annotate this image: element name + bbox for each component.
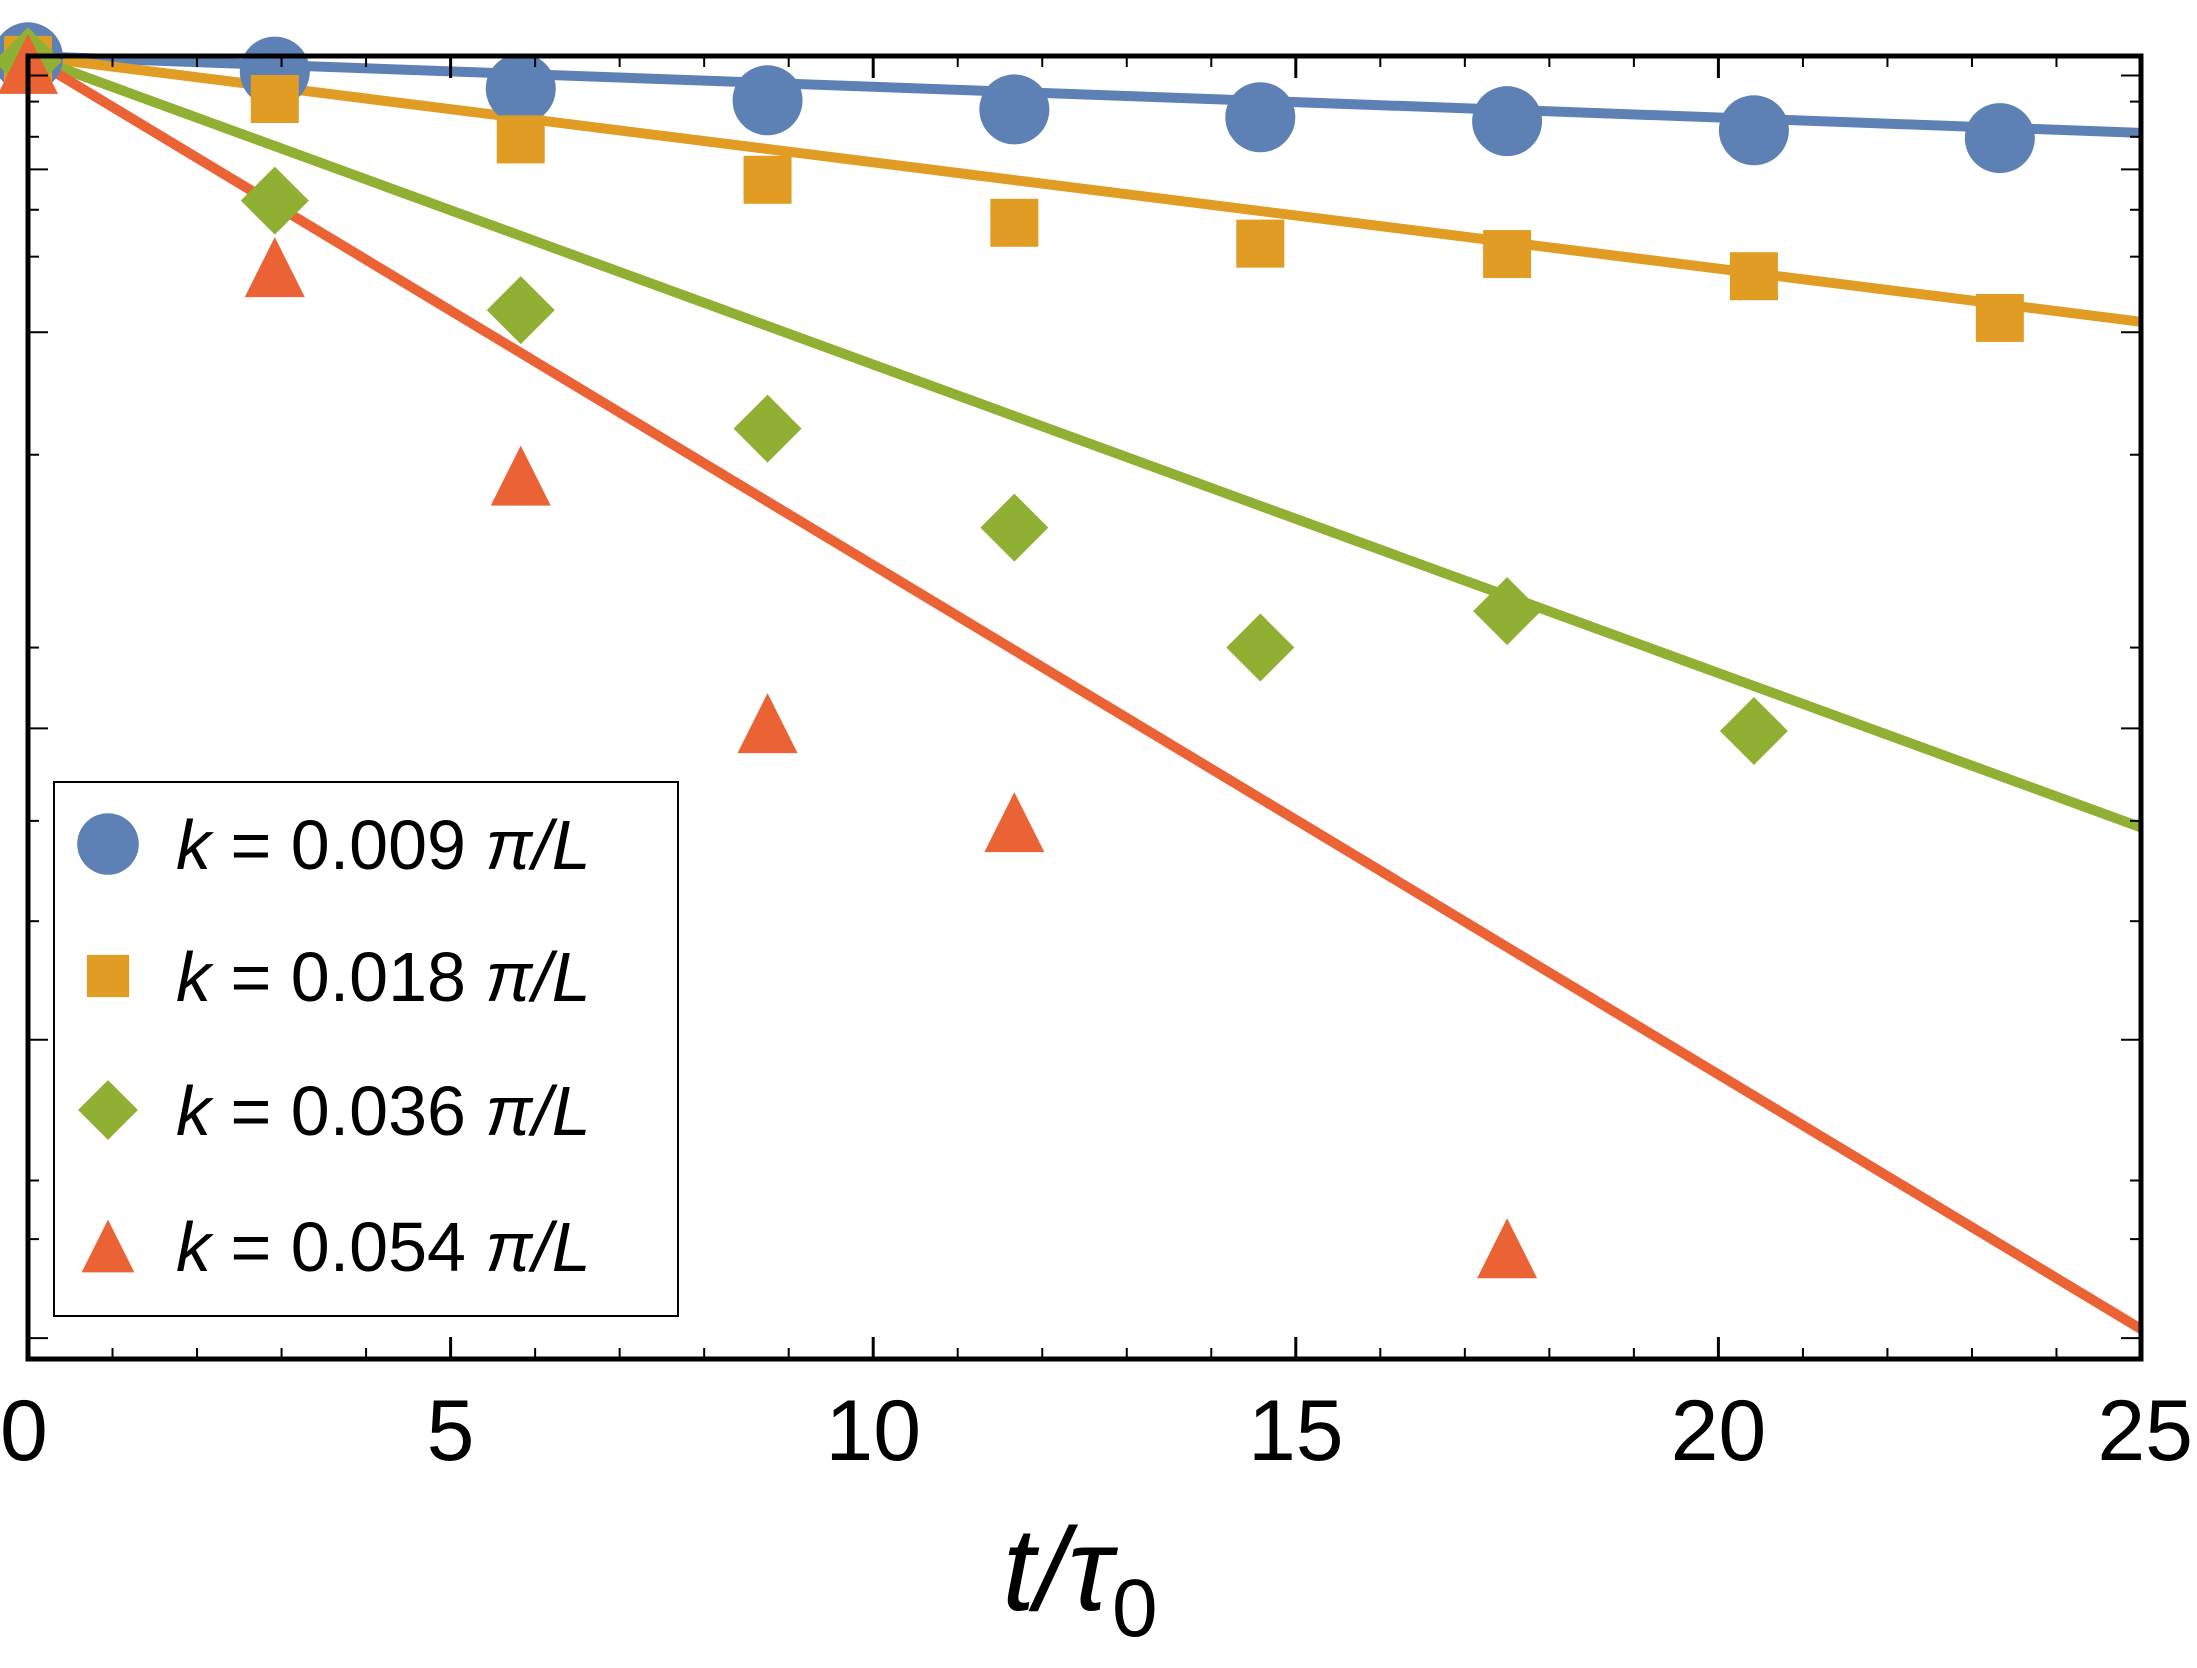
data-point-series-2 [1975, 293, 2024, 342]
data-point-series-3 [240, 166, 309, 235]
data-point-series-4 [737, 693, 798, 754]
legend-label: k = 0.054 π/L [176, 1208, 591, 1286]
x-tick-label: 10 [825, 1383, 921, 1479]
data-point-series-4 [984, 792, 1045, 853]
legend-label: k = 0.036 π/L [176, 1072, 591, 1150]
x-tick-label: 25 [2097, 1383, 2193, 1479]
data-point-series-4 [244, 237, 305, 298]
fit-line-series-1 [27, 51, 2142, 138]
data-point-series-2 [1729, 252, 1778, 301]
data-markers [0, 22, 2035, 1279]
data-point-series-2 [990, 198, 1039, 247]
x-tick-labels: 0 5 10 15 20 25 [0, 1383, 2193, 1479]
legend-marker-triangle [81, 1219, 135, 1273]
legend: k = 0.009 π/L k = 0.018 π/L k = 0.036 π/L k… [53, 781, 679, 1317]
data-point-series-3 [1719, 696, 1788, 765]
data-point-series-2 [496, 115, 545, 164]
legend-frame [53, 781, 679, 1317]
x-tick-label: 0 [0, 1383, 48, 1479]
data-point-series-4 [1477, 1218, 1538, 1279]
data-point-series-1 [979, 74, 1050, 145]
axis-ticks [26, 56, 2143, 1359]
data-point-series-1 [732, 65, 803, 136]
x-axis-label: t/τ0 [1002, 1504, 1157, 1654]
data-point-series-3 [733, 394, 802, 463]
fit-line-series-3 [26, 51, 2143, 833]
legend-marker-circle [77, 813, 139, 875]
legend-label: k = 0.018 π/L [176, 938, 591, 1016]
data-point-series-1 [1472, 86, 1543, 157]
x-tick-label: 5 [427, 1383, 475, 1479]
data-point-series-2 [743, 155, 792, 204]
fit-lines [25, 51, 2144, 1334]
legend-item: k = 0.018 π/L [86, 938, 591, 1016]
data-point-series-1 [485, 53, 556, 124]
legend-label: k = 0.009 π/L [176, 806, 591, 884]
data-point-series-3 [486, 276, 555, 345]
legend-item: k = 0.009 π/L [77, 806, 591, 884]
data-point-series-2 [250, 74, 299, 123]
fit-line-series-4 [25, 51, 2144, 1334]
legend-marker-diamond [78, 1080, 138, 1140]
x-tick-label: 20 [1671, 1383, 1767, 1479]
data-point-series-2 [1483, 230, 1532, 279]
legend-item: k = 0.054 π/L [81, 1208, 591, 1286]
legend-marker-square [86, 954, 130, 998]
x-axis-label-subscript: 0 [1112, 1563, 1158, 1654]
fit-line-series-2 [27, 51, 2142, 327]
data-point-series-1 [1964, 103, 2035, 174]
data-point-series-3 [1473, 577, 1542, 646]
data-point-series-3 [1226, 613, 1295, 682]
x-tick-label: 15 [1248, 1383, 1344, 1479]
x-axis-label-main: t/τ [1002, 1504, 1119, 1636]
data-point-series-4 [490, 445, 551, 506]
data-point-series-1 [1718, 95, 1789, 166]
plot-frame [25, 53, 2144, 1362]
legend-item: k = 0.036 π/L [78, 1072, 591, 1150]
data-point-series-2 [1236, 219, 1285, 268]
data-point-series-1 [1225, 82, 1296, 153]
data-point-series-3 [980, 493, 1049, 562]
